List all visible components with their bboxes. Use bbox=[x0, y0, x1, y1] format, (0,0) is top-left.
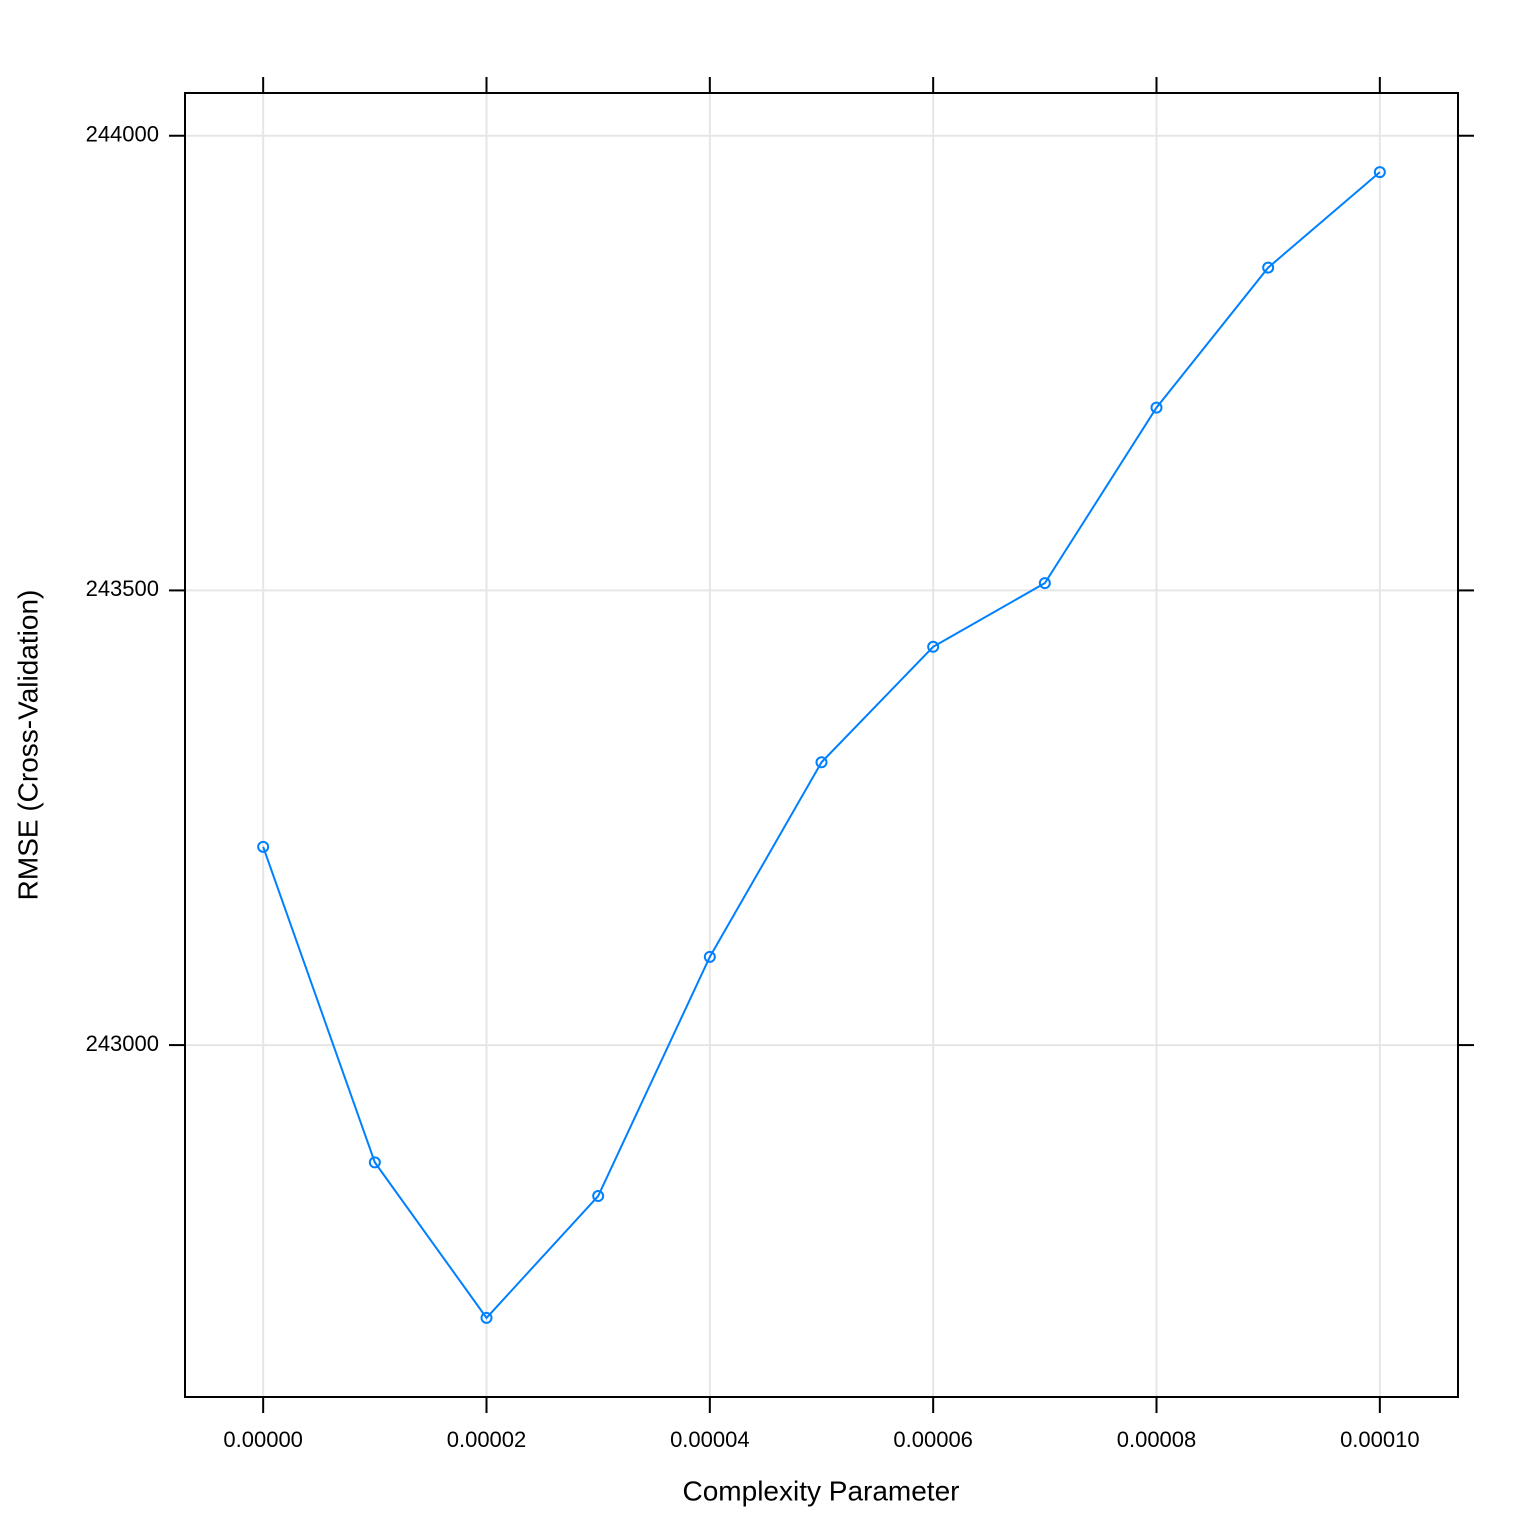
data-point bbox=[703, 950, 716, 963]
y-tick-label: 243500 bbox=[86, 576, 159, 601]
x-tick-label: 0.00008 bbox=[1117, 1427, 1197, 1452]
data-point bbox=[480, 1311, 493, 1324]
data-point bbox=[815, 756, 828, 769]
x-tick-label: 0.00000 bbox=[223, 1427, 303, 1452]
x-tick-label: 0.00002 bbox=[447, 1427, 527, 1452]
data-point bbox=[592, 1190, 605, 1203]
data-point bbox=[257, 840, 270, 853]
data-point bbox=[927, 640, 940, 653]
data-point bbox=[368, 1156, 381, 1169]
data-point bbox=[1038, 577, 1051, 590]
data-point bbox=[1150, 401, 1163, 414]
x-tick-label: 0.00010 bbox=[1340, 1427, 1420, 1452]
x-axis-title: Complexity Parameter bbox=[683, 1475, 960, 1506]
x-tick-label: 0.00006 bbox=[893, 1427, 973, 1452]
data-point bbox=[1373, 166, 1386, 179]
plot-frame bbox=[184, 92, 1459, 1398]
y-tick-label: 244000 bbox=[86, 122, 159, 147]
data-point bbox=[1262, 261, 1275, 274]
x-tick-label: 0.00004 bbox=[670, 1427, 750, 1452]
y-axis-title: RMSE (Cross-Validation) bbox=[12, 590, 43, 901]
y-tick-label: 243000 bbox=[86, 1031, 159, 1056]
series-line bbox=[262, 171, 1381, 1320]
